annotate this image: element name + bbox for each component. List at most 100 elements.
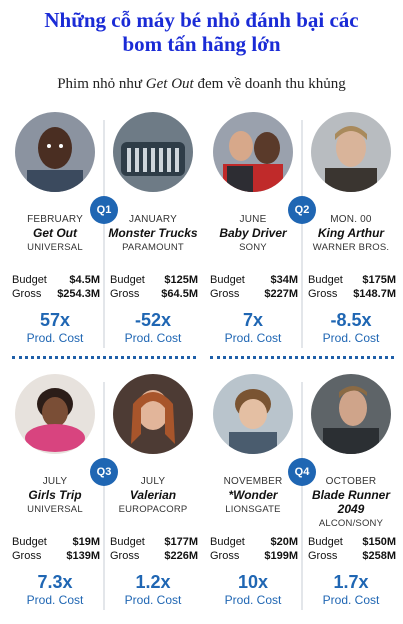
gross-label: Gross [12,288,42,300]
release-month: JULY [140,476,166,487]
budget-row: Budget $20M [210,536,298,548]
cost-ratio: 57x [39,310,71,330]
section-separator-left [12,356,196,359]
gross-value: $199M [264,550,298,562]
gross-value: $64.5M [161,288,198,300]
gross-label: Gross [12,550,42,562]
infographic-subtitle: Phim nhỏ như Get Out đem về doanh thu kh… [0,76,403,93]
gross-value: $227M [264,288,298,300]
movie-card-wonder: NOVEMBER *Wonder LIONSGATE Budget $20M Gr… [204,374,302,614]
gross-row: Gross $139M [12,550,100,562]
cost-ratio: 1.7x [333,572,369,592]
movie-title: Girls Trip [28,488,82,502]
budget-value: $4.5M [69,274,100,286]
gross-row: Gross $254.3M [12,288,100,300]
budget-value: $150M [362,536,396,548]
title-line-2: bom tấn hãng lớn [122,32,281,56]
cost-ratio: 7x [242,310,264,330]
studio-name: WARNER BROS. [312,242,390,253]
title-line-1: Những cỗ máy bé nhỏ đánh bại các [44,8,359,32]
movie-photo [311,112,391,192]
cost-ratio: 10x [237,572,269,592]
budget-label: Budget [210,536,245,548]
infographic-title: Những cỗ máy bé nhỏ đánh bại các bom tấn… [0,8,403,56]
quarter-q4: NOVEMBER *Wonder LIONSGATE Budget $20M Gr… [204,374,400,624]
quarter-badge: Q4 [288,458,316,486]
gross-row: Gross $258M [308,550,396,562]
studio-name: SONY [239,242,267,253]
studio-name: ALCON/SONY [318,518,384,529]
gross-value: $258M [362,550,396,562]
movie-card-valerian: JULY Valerian EUROPACORP Budget $177M Gro… [104,374,202,614]
movie-title: Valerian [129,488,177,502]
studio-name: LIONSGATE [225,504,281,515]
budget-row: Budget $34M [210,274,298,286]
release-month: OCTOBER [325,476,377,487]
quarter-q1: FEBRUARY Get Out UNIVERSAL Budget $4.5M G… [6,112,202,362]
gross-label: Gross [110,288,140,300]
budget-label: Budget [110,536,145,548]
column-divider [103,382,105,610]
studio-name: EUROPACORP [118,504,188,515]
subtitle-post: đem về doanh thu khủng [193,76,346,92]
budget-label: Budget [12,274,47,286]
gross-value: $254.3M [57,288,100,300]
gross-label: Gross [110,550,140,562]
section-separator-right [210,356,394,359]
movie-title: Baby Driver [219,226,287,240]
gross-row: Gross $227M [210,288,298,300]
movie-card-king-arthur: MON. 00 King Arthur WARNER BROS. Budget $… [302,112,400,352]
gross-value: $148.7M [353,288,396,300]
movie-photo [15,112,95,192]
release-month: JANUARY [129,214,177,225]
budget-row: Budget $150M [308,536,396,548]
budget-value: $175M [362,274,396,286]
movie-title: Monster Trucks [108,226,198,240]
column-divider [301,382,303,610]
gross-label: Gross [210,288,240,300]
budget-row: Budget $177M [110,536,198,548]
gross-value: $226M [164,550,198,562]
prod-cost-label: Prod. Cost [124,593,182,607]
release-month: FEBRUARY [27,214,83,225]
movie-card-blade-runner-2049: OCTOBER Blade Runner 2049 ALCON/SONY Bud… [302,374,400,614]
gross-row: Gross $148.7M [308,288,396,300]
gross-value: $139M [66,550,100,562]
prod-cost-label: Prod. Cost [26,593,84,607]
budget-row: Budget $19M [12,536,100,548]
release-month: NOVEMBER [223,476,283,487]
cost-ratio: -8.5x [330,310,372,330]
subtitle-pre: Phim nhỏ như [57,76,146,92]
prod-cost-label: Prod. Cost [224,593,282,607]
budget-label: Budget [12,536,47,548]
subtitle-emphasis: Get Out [145,76,194,92]
movie-card-girls-trip: JULY Girls Trip UNIVERSAL Budget $19M Gro… [6,374,104,614]
column-divider [301,120,303,348]
studio-name: UNIVERSAL [27,242,83,253]
quarter-badge: Q2 [288,196,316,224]
column-divider [103,120,105,348]
movie-photo [213,374,293,454]
movie-title: *Wonder [228,488,278,502]
quarter-badge: Q1 [90,196,118,224]
budget-value: $34M [270,274,298,286]
movie-photo [113,112,193,192]
gross-label: Gross [308,550,338,562]
budget-label: Budget [308,536,343,548]
gross-row: Gross $226M [110,550,198,562]
movie-title: Blade Runner 2049 [312,488,391,516]
movie-photo [113,374,193,454]
gross-label: Gross [210,550,240,562]
cost-ratio: 1.2x [135,572,171,592]
budget-value: $19M [72,536,100,548]
movie-photo [311,374,391,454]
budget-label: Budget [308,274,343,286]
prod-cost-label: Prod. Cost [124,331,182,345]
movie-card-baby-driver: JUNE Baby Driver SONY Budget $34M Gross $2… [204,112,302,352]
budget-label: Budget [210,274,245,286]
budget-row: Budget $125M [110,274,198,286]
budget-value: $125M [164,274,198,286]
budget-row: Budget $4.5M [12,274,100,286]
cost-ratio: 7.3x [37,572,73,592]
quarter-badge: Q3 [90,458,118,486]
